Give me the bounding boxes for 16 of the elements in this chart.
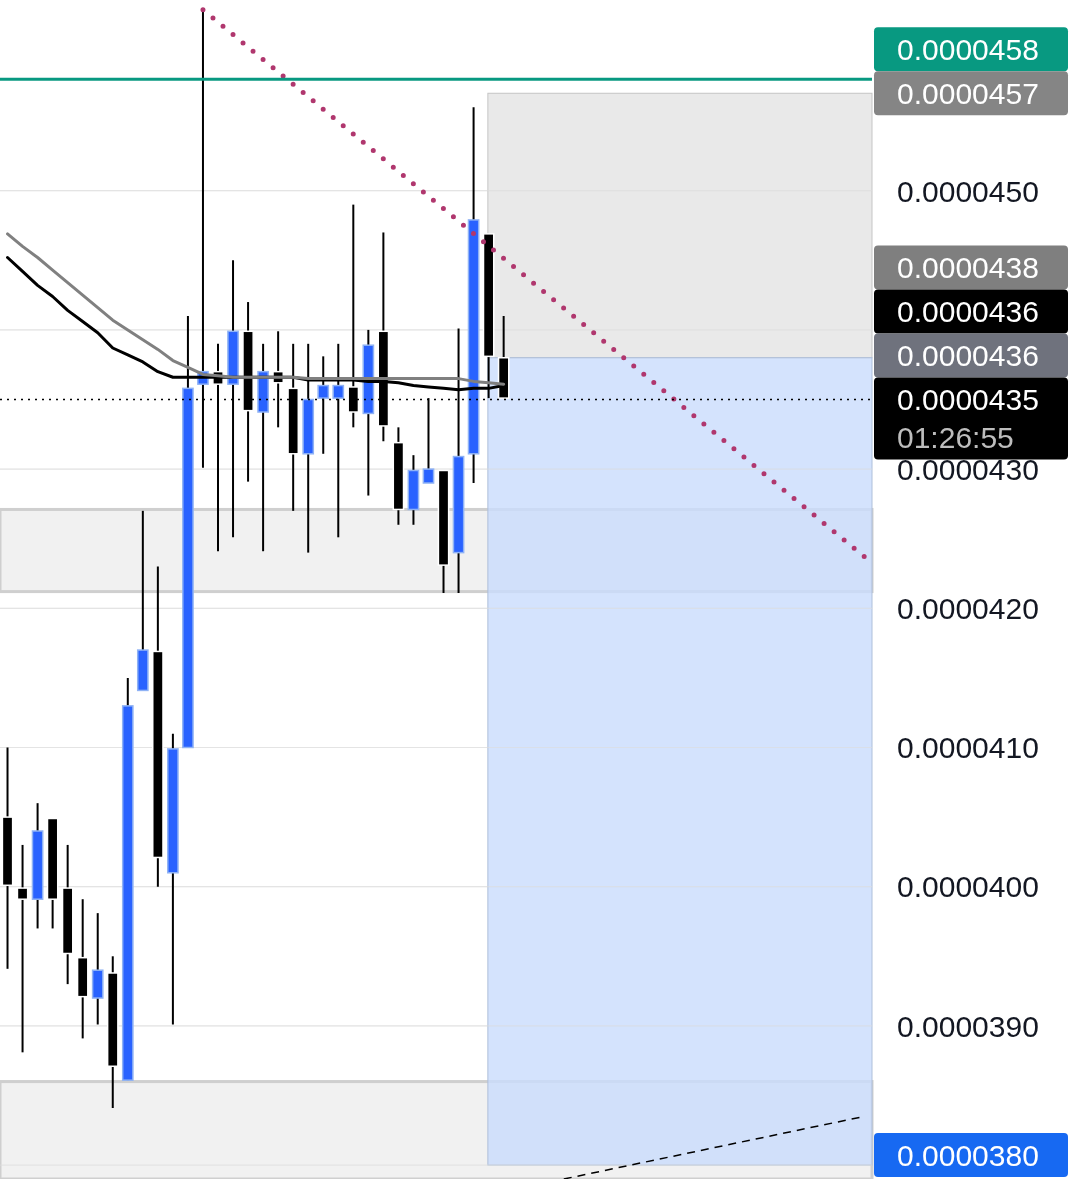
candlestick bbox=[16, 843, 29, 1054]
text: 0.0000438 bbox=[897, 251, 1039, 285]
ref-line-label: 0.0000435 bbox=[897, 383, 1039, 417]
ref-line-label: 0.0000458 bbox=[897, 33, 1039, 67]
y-tick-label: 0.0000450 bbox=[897, 174, 1039, 208]
text: 0.0000436 bbox=[897, 339, 1039, 373]
line-series bbox=[6, 232, 506, 386]
y-tick-label: 0.0000390 bbox=[897, 1009, 1039, 1043]
y-tick-label: 0.0000420 bbox=[897, 592, 1039, 626]
band-label: 0.0000457 bbox=[897, 77, 1039, 111]
text: 0.0000436 bbox=[897, 295, 1039, 329]
text: 01:26:55 bbox=[897, 421, 1014, 455]
y-tick-label: 0.0000410 bbox=[897, 731, 1039, 765]
band-label: 0.0000380 bbox=[897, 1138, 1039, 1172]
y-tick-label: 0.0000400 bbox=[897, 870, 1039, 904]
y-tick-label: 0.0000430 bbox=[897, 452, 1039, 486]
